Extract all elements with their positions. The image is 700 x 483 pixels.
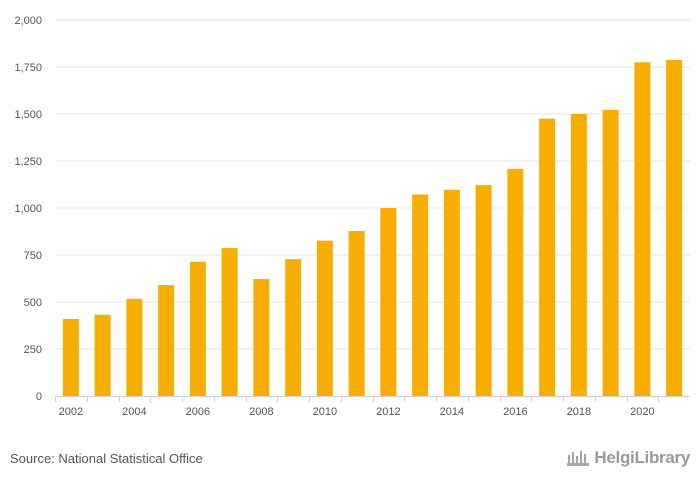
x-tick-label: 2012 (376, 406, 400, 418)
bar-2021[interactable] (666, 59, 683, 397)
helgi-library-logo[interactable]: HelgiLibrary (566, 448, 690, 468)
bar-2012[interactable] (380, 208, 397, 396)
x-tick-label: 2006 (186, 406, 210, 418)
y-tick-label: 500 (24, 297, 42, 309)
y-tick-label: 750 (24, 250, 42, 262)
x-axis (55, 396, 690, 402)
bar-2020[interactable] (634, 62, 651, 397)
bar-2006[interactable] (189, 261, 206, 396)
bar-2017[interactable] (539, 118, 556, 396)
library-icon (567, 451, 590, 466)
bar-2016[interactable] (507, 168, 524, 396)
x-axis-tick-labels: 2002 2004 2006 2008 2010 2012 2014 2016 2018 2020 (59, 406, 655, 418)
bar-2014[interactable] (443, 189, 460, 396)
bar-2004[interactable] (126, 298, 143, 396)
bar-2009[interactable] (285, 259, 302, 396)
bar-2003[interactable] (94, 314, 111, 396)
bar-2019[interactable] (602, 109, 619, 396)
y-axis-tick-labels: 0 250 500 750 1,000 1,250 1,500 1,750 2,000 (14, 15, 42, 403)
y-tick-label: 0 (36, 391, 42, 403)
x-tick-label: 2008 (249, 406, 273, 418)
x-tick-label: 2004 (122, 406, 146, 418)
y-tick-label: 1,500 (14, 109, 42, 121)
bar-2005[interactable] (158, 285, 175, 396)
bars (62, 59, 683, 397)
x-tick-label: 2018 (567, 406, 591, 418)
bar-2018[interactable] (570, 114, 587, 396)
footer: Source: National Statistical Office Helg… (0, 440, 700, 483)
y-tick-label: 250 (24, 344, 42, 356)
bar-2010[interactable] (316, 240, 333, 396)
x-tick-label: 2016 (503, 406, 527, 418)
x-tick-label: 2020 (630, 406, 654, 418)
x-tick-label: 2010 (313, 406, 337, 418)
bar-2007[interactable] (221, 248, 238, 396)
source-note: Source: National Statistical Office (10, 451, 203, 466)
x-tick-label: 2014 (440, 406, 464, 418)
x-tick-label: 2002 (59, 406, 83, 418)
logo-text: HelgiLibrary (594, 448, 690, 467)
bar-2002[interactable] (62, 318, 79, 396)
gridlines (55, 19, 690, 350)
bar-2015[interactable] (475, 185, 492, 396)
y-tick-label: 1,000 (14, 203, 42, 215)
bar-2011[interactable] (348, 230, 365, 396)
y-tick-label: 2,000 (14, 15, 42, 27)
y-tick-label: 1,750 (14, 62, 42, 74)
bar-2008[interactable] (253, 279, 270, 396)
bar-2013[interactable] (412, 194, 429, 396)
bar-chart: 0 250 500 750 1,000 1,250 1,500 1,750 2,000 2002… (14, 15, 690, 418)
y-tick-label: 1,250 (14, 156, 42, 168)
